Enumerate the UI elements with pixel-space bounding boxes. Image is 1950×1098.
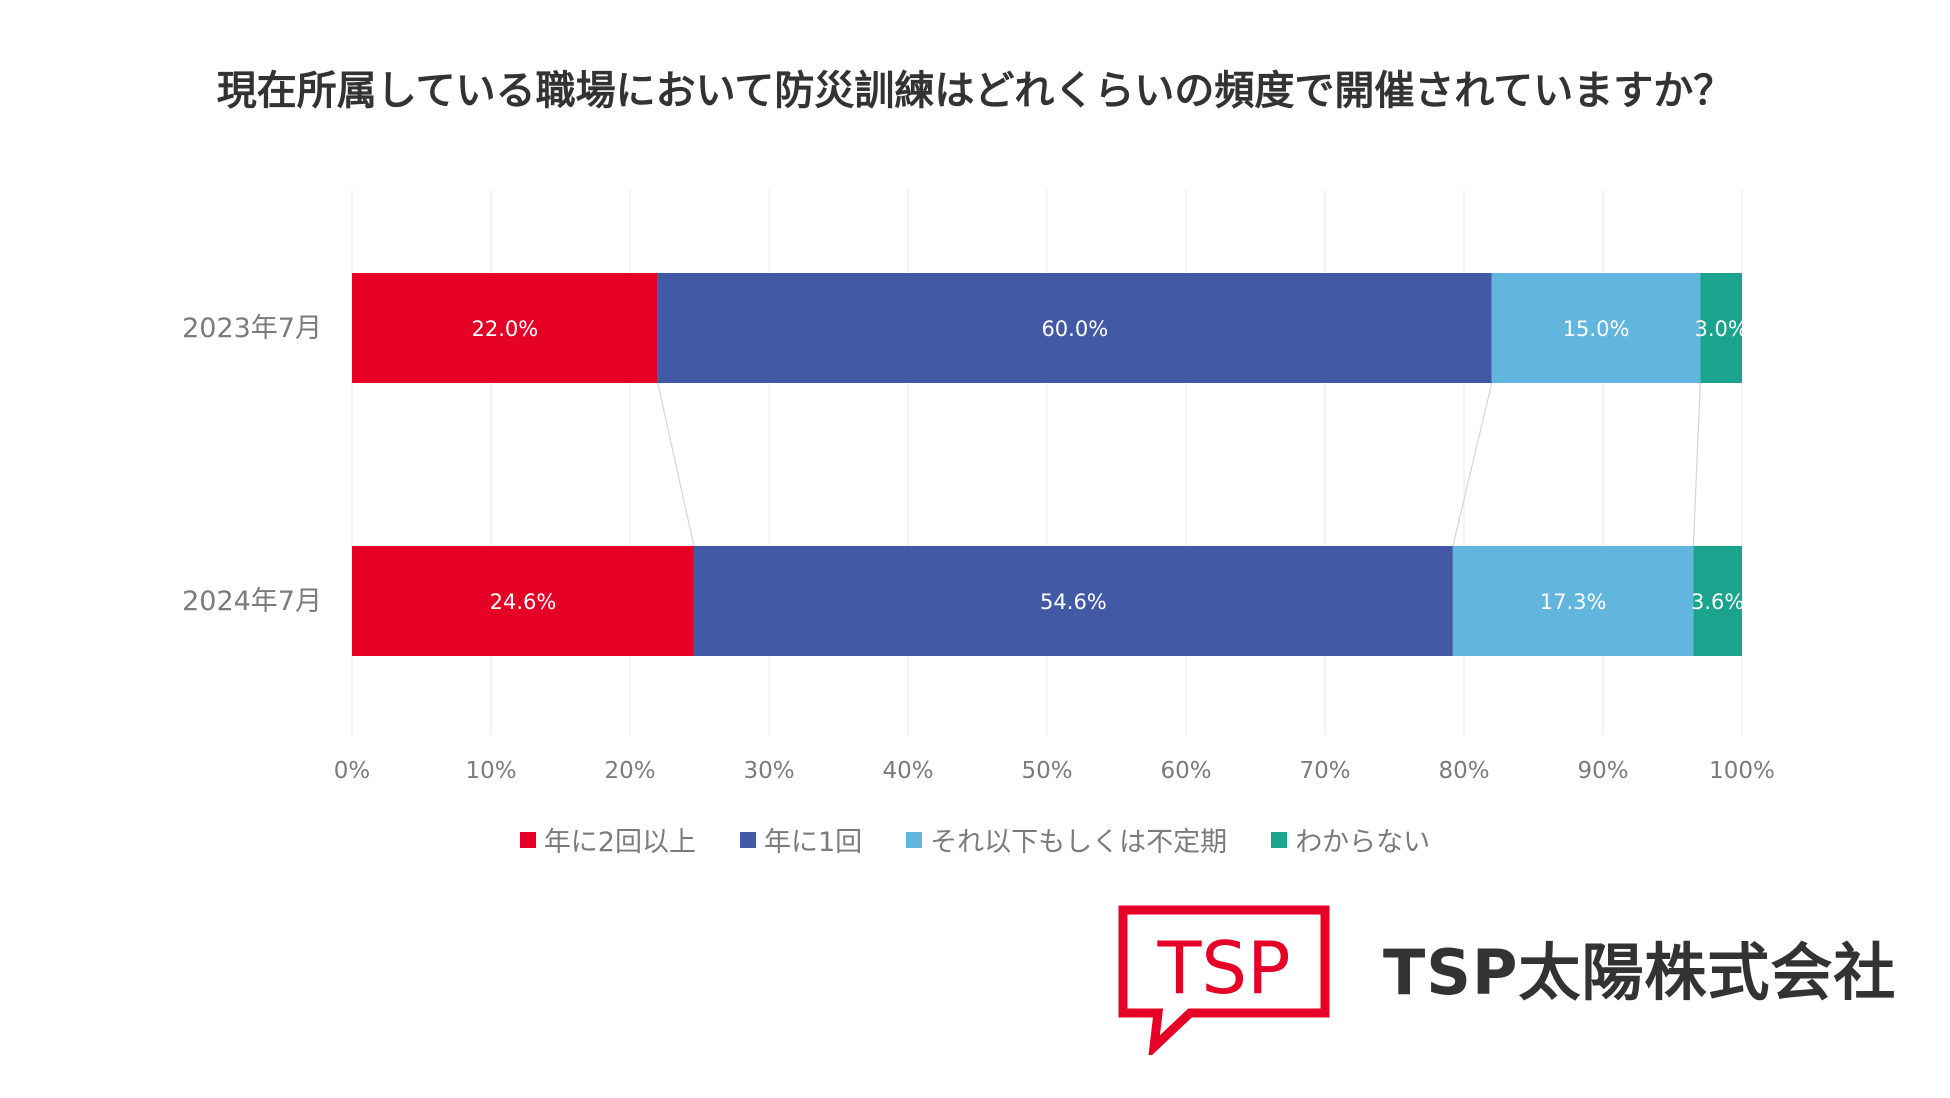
legend-swatch (1271, 831, 1288, 848)
category-label: 2023年7月 (182, 313, 322, 344)
bar-segment (693, 546, 1453, 656)
legend-swatch (740, 831, 756, 848)
data-label: 60.0% (1041, 317, 1108, 341)
legend-swatch (906, 831, 923, 848)
bar-segment (1452, 546, 1694, 656)
x-tick-label: 20% (604, 758, 655, 784)
legend-item: それ以下もしくは不定期 (906, 820, 1227, 859)
x-tick-label: 0% (334, 758, 371, 784)
category-label: 2024年7月 (182, 586, 322, 617)
x-tick-label: 90% (1577, 758, 1628, 784)
legend-label: 年に1回 (764, 827, 863, 858)
legend-item: わからない (1271, 820, 1430, 859)
bar-segment (1491, 273, 1701, 383)
legend-item: 年に1回 (740, 820, 862, 859)
tsp-logo-icon: TSP (1118, 905, 1330, 1055)
data-label: 17.3% (1540, 590, 1607, 614)
bar-segment (1700, 273, 1742, 383)
series-connector (657, 382, 695, 547)
x-tick-label: 10% (465, 758, 516, 784)
chart-legend: 年に2回以上 年に1回 それ以下もしくは不定期 わからない (0, 820, 1950, 859)
chart-title: 現在所属している職場において防災訓練はどれくらいの頻度で開催されていますか？ (216, 68, 1734, 114)
bar-segment (352, 546, 694, 656)
x-tick-label: 60% (1160, 758, 1211, 784)
x-tick-label: 30% (743, 758, 794, 784)
legend-label: 年に2回以上 (543, 827, 696, 858)
data-label: 24.6% (490, 590, 557, 614)
data-label: 22.0% (472, 317, 539, 341)
x-tick-label: 80% (1438, 758, 1489, 784)
series-connector (1692, 382, 1701, 547)
x-tick-label: 50% (1021, 758, 1072, 784)
bar-segment (1693, 546, 1742, 656)
data-label: 3.6% (1691, 590, 1744, 614)
x-tick-label: 100% (1709, 758, 1775, 784)
legend-swatch (519, 831, 536, 848)
bar-segment (352, 273, 658, 383)
data-label: 54.6% (1040, 590, 1107, 614)
company-name: TSP太陽株式会社 (1383, 936, 1897, 1009)
legend-item: 年に2回以上 (519, 820, 696, 859)
x-tick-label: 40% (882, 758, 933, 784)
data-label: 3.0% (1694, 317, 1747, 341)
series-connector (1452, 382, 1493, 547)
data-label: 15.0% (1563, 317, 1630, 341)
legend-label: それ以下もしくは不定期 (930, 827, 1228, 858)
logo-text: TSP (1156, 926, 1290, 1010)
x-tick-label: 70% (1299, 758, 1350, 784)
legend-label: わからない (1295, 827, 1431, 858)
bar-segment (657, 273, 1492, 383)
